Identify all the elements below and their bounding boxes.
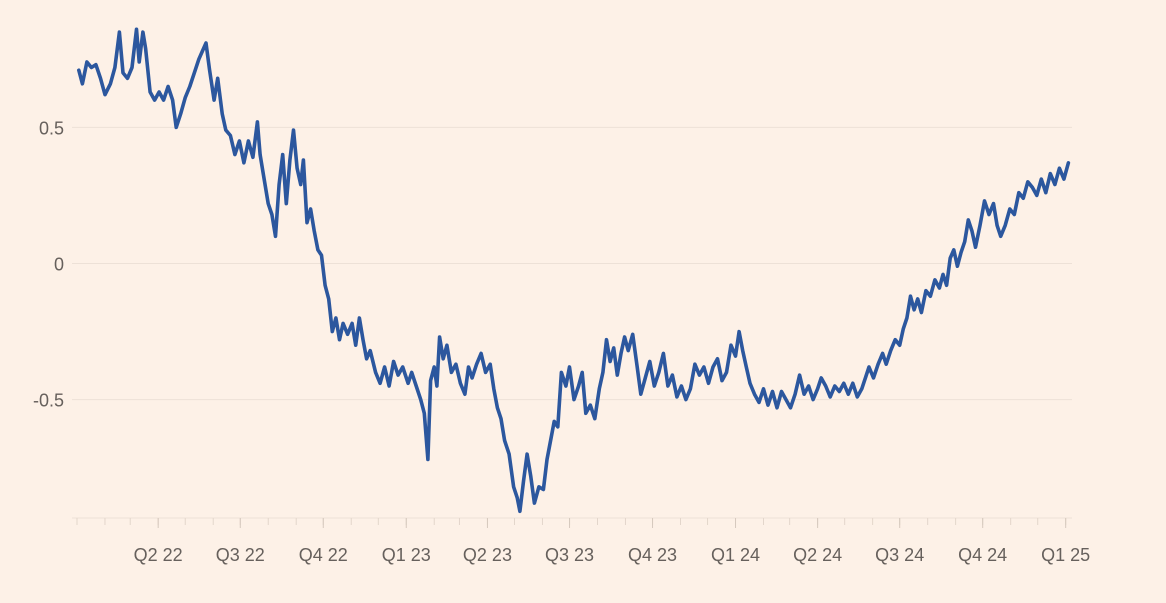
series-line [77, 27, 1071, 514]
x-tick-label: Q3 24 [875, 545, 924, 565]
y-axis-ticks: 0.5 0 -0.5 [33, 118, 64, 410]
gridlines [72, 126, 1072, 401]
x-tick-label: Q3 23 [545, 545, 594, 565]
x-axis: Q2 22 Q3 22 Q4 22 Q1 23 Q2 23 Q3 23 Q4 23 Q1 24… [72, 517, 1090, 565]
x-tick-label: Q2 22 [134, 545, 183, 565]
y-tick-label: 0.5 [39, 118, 64, 138]
x-tick-label: Q3 22 [216, 545, 265, 565]
x-tick-label: Q2 23 [463, 545, 512, 565]
y-tick-label: -0.5 [33, 391, 64, 411]
y-tick-label: 0 [54, 255, 64, 275]
series-layer [77, 27, 1071, 514]
x-tick-label: Q1 24 [711, 545, 760, 565]
x-tick-label: Q4 22 [299, 545, 348, 565]
x-tick-label: Q1 23 [382, 545, 431, 565]
x-tick-label: Q4 23 [628, 545, 677, 565]
x-tick-label: Q4 24 [958, 545, 1007, 565]
x-tick-label: Q1 25 [1041, 545, 1090, 565]
x-tick-label: Q2 24 [793, 545, 842, 565]
